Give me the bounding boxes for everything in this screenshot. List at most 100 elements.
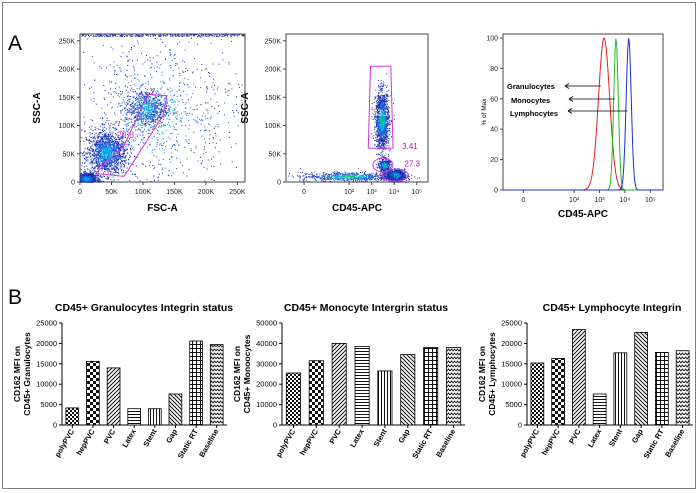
event-dot xyxy=(90,150,92,152)
event-dot xyxy=(91,125,93,127)
event-dot xyxy=(196,43,198,45)
event-dot xyxy=(200,77,202,79)
event-dot xyxy=(201,69,202,71)
event-dot xyxy=(104,153,106,155)
event-dot xyxy=(170,35,172,37)
event-dot xyxy=(148,103,150,105)
event-dot xyxy=(130,118,132,120)
event-dot xyxy=(108,157,110,159)
event-dot xyxy=(387,154,389,156)
event-dot xyxy=(231,40,233,42)
event-dot xyxy=(200,120,202,121)
x-tick-label: 200K xyxy=(198,189,215,196)
event-dot xyxy=(110,159,112,161)
event-dot xyxy=(104,165,106,166)
event-dot xyxy=(93,179,95,181)
event-dot xyxy=(387,133,389,135)
event-dot xyxy=(206,88,208,90)
event-dot xyxy=(115,121,117,123)
event-dot xyxy=(126,125,128,127)
event-dot xyxy=(227,35,229,37)
event-dot xyxy=(136,105,138,107)
event-dot xyxy=(148,124,150,126)
event-dot xyxy=(120,156,122,158)
event-dot xyxy=(153,126,155,127)
event-dot xyxy=(151,120,153,121)
event-dot xyxy=(105,132,107,134)
event-dot xyxy=(118,149,120,150)
event-dot xyxy=(177,34,179,36)
event-dot xyxy=(116,144,118,146)
event-dot xyxy=(186,158,188,160)
event-dot xyxy=(118,157,120,159)
y-tick-label: 0 xyxy=(71,180,75,187)
event-dot xyxy=(166,105,168,107)
event-dot xyxy=(105,158,107,160)
event-dot xyxy=(114,74,116,75)
event-dot xyxy=(139,107,141,109)
event-dot xyxy=(97,162,99,164)
event-dot xyxy=(176,63,178,65)
event-dot xyxy=(112,161,114,163)
event-dot xyxy=(135,92,137,94)
event-dot xyxy=(98,35,100,37)
event-dot xyxy=(243,115,245,117)
event-dot xyxy=(144,106,146,108)
event-dot xyxy=(109,129,111,131)
event-dot xyxy=(119,138,121,140)
event-dot xyxy=(95,140,97,142)
event-dot xyxy=(111,167,113,168)
event-dot xyxy=(94,153,96,155)
event-dot xyxy=(108,145,109,147)
event-dot xyxy=(126,148,128,150)
event-dot xyxy=(114,155,116,157)
event-dot xyxy=(103,180,105,182)
event-dot xyxy=(159,116,160,118)
event-dot xyxy=(123,152,125,154)
event-dot xyxy=(124,86,126,87)
event-dot xyxy=(157,177,159,179)
event-dot xyxy=(388,115,390,117)
event-dot xyxy=(381,134,383,136)
event-dot xyxy=(162,109,164,111)
event-dot xyxy=(102,175,104,177)
event-dot xyxy=(103,154,105,156)
event-dot xyxy=(125,108,127,110)
event-dot xyxy=(208,34,210,36)
event-dot xyxy=(104,124,105,126)
event-dot xyxy=(139,180,141,182)
event-dot xyxy=(160,35,162,37)
event-dot xyxy=(84,175,86,176)
event-dot xyxy=(168,170,170,171)
event-dot xyxy=(373,109,375,111)
event-dot xyxy=(152,165,154,167)
event-dot xyxy=(126,119,127,120)
event-dot xyxy=(115,150,117,152)
event-dot xyxy=(144,91,146,93)
event-dot xyxy=(150,100,152,102)
event-dot xyxy=(142,137,144,139)
event-dot xyxy=(120,137,122,139)
event-dot xyxy=(171,121,173,123)
event-dot xyxy=(379,101,381,103)
event-dot xyxy=(99,148,101,150)
event-dot xyxy=(108,120,110,122)
event-dot xyxy=(145,165,147,167)
event-dot xyxy=(159,105,161,106)
event-dot xyxy=(112,35,114,37)
event-dot xyxy=(100,132,102,134)
event-dot xyxy=(152,121,154,122)
event-dot xyxy=(100,176,102,178)
event-dot xyxy=(379,127,381,129)
event-dot xyxy=(188,169,190,171)
event-dot xyxy=(380,89,382,90)
event-dot xyxy=(128,103,130,105)
event-dot xyxy=(173,54,175,56)
event-dot xyxy=(174,101,176,103)
event-dot xyxy=(142,116,144,117)
event-dot xyxy=(379,108,381,110)
event-dot xyxy=(212,35,214,37)
event-dot xyxy=(238,83,240,85)
event-dot xyxy=(110,93,112,95)
event-dot xyxy=(133,45,135,47)
